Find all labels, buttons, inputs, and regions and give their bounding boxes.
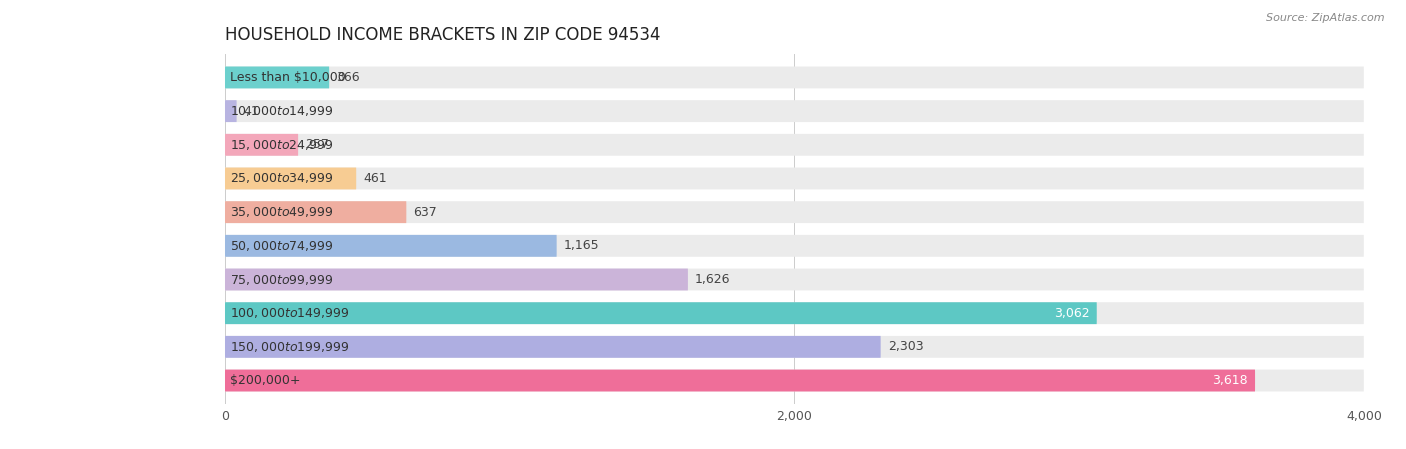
Text: $35,000 to $49,999: $35,000 to $49,999 bbox=[231, 205, 333, 219]
Text: $200,000+: $200,000+ bbox=[231, 374, 301, 387]
FancyBboxPatch shape bbox=[225, 167, 1364, 189]
Text: $15,000 to $24,999: $15,000 to $24,999 bbox=[231, 138, 333, 152]
Text: HOUSEHOLD INCOME BRACKETS IN ZIP CODE 94534: HOUSEHOLD INCOME BRACKETS IN ZIP CODE 94… bbox=[225, 26, 661, 44]
FancyBboxPatch shape bbox=[225, 201, 1364, 223]
FancyBboxPatch shape bbox=[225, 134, 1364, 156]
FancyBboxPatch shape bbox=[225, 235, 1364, 257]
Text: 461: 461 bbox=[363, 172, 387, 185]
FancyBboxPatch shape bbox=[225, 336, 880, 358]
Text: Source: ZipAtlas.com: Source: ZipAtlas.com bbox=[1267, 13, 1385, 23]
Text: $150,000 to $199,999: $150,000 to $199,999 bbox=[231, 340, 350, 354]
FancyBboxPatch shape bbox=[225, 100, 236, 122]
Text: $75,000 to $99,999: $75,000 to $99,999 bbox=[231, 273, 333, 286]
FancyBboxPatch shape bbox=[225, 66, 329, 88]
FancyBboxPatch shape bbox=[225, 302, 1364, 324]
Text: Less than $10,000: Less than $10,000 bbox=[231, 71, 346, 84]
FancyBboxPatch shape bbox=[225, 167, 356, 189]
FancyBboxPatch shape bbox=[225, 66, 1364, 88]
Text: $100,000 to $149,999: $100,000 to $149,999 bbox=[231, 306, 350, 320]
FancyBboxPatch shape bbox=[225, 370, 1256, 392]
FancyBboxPatch shape bbox=[225, 100, 1364, 122]
Text: 1,626: 1,626 bbox=[695, 273, 731, 286]
Text: 637: 637 bbox=[413, 206, 437, 219]
FancyBboxPatch shape bbox=[225, 269, 688, 291]
Text: 41: 41 bbox=[243, 105, 260, 118]
Text: 3,618: 3,618 bbox=[1212, 374, 1249, 387]
FancyBboxPatch shape bbox=[225, 302, 1097, 324]
FancyBboxPatch shape bbox=[225, 336, 1364, 358]
Text: $25,000 to $34,999: $25,000 to $34,999 bbox=[231, 172, 333, 185]
FancyBboxPatch shape bbox=[225, 235, 557, 257]
Text: 3,062: 3,062 bbox=[1054, 307, 1090, 320]
FancyBboxPatch shape bbox=[225, 269, 1364, 291]
Text: 257: 257 bbox=[305, 138, 329, 151]
Text: $10,000 to $14,999: $10,000 to $14,999 bbox=[231, 104, 333, 118]
Text: 2,303: 2,303 bbox=[887, 340, 924, 353]
FancyBboxPatch shape bbox=[225, 134, 298, 156]
FancyBboxPatch shape bbox=[225, 370, 1364, 392]
FancyBboxPatch shape bbox=[225, 201, 406, 223]
Text: 366: 366 bbox=[336, 71, 360, 84]
Text: $50,000 to $74,999: $50,000 to $74,999 bbox=[231, 239, 333, 253]
Text: 1,165: 1,165 bbox=[564, 239, 599, 252]
